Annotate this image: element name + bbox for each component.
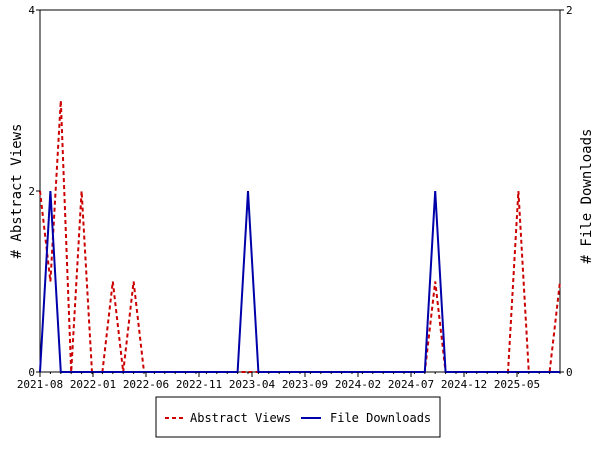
y-right-tick-label: 2 bbox=[566, 4, 573, 17]
y-left-tick-label: 0 bbox=[28, 366, 35, 379]
legend-label-abstract-views: Abstract Views bbox=[190, 411, 291, 425]
x-tick-label: 2025-05 bbox=[494, 378, 540, 391]
x-tick-label: 2021-08 bbox=[17, 378, 63, 391]
ticks-layer: 2021-08 2022-01 2022-06 2022-11 2023-04 2023-… bbox=[17, 4, 573, 391]
y-right-tick-label: 0 bbox=[566, 366, 573, 379]
x-tick-label: 2023-04 bbox=[229, 378, 276, 391]
series-layer bbox=[39, 100, 561, 373]
y-left-tick-label: 4 bbox=[28, 4, 35, 17]
x-tick-label: 2024-07 bbox=[388, 378, 434, 391]
y-right-axis-title: # File Downloads bbox=[579, 129, 595, 264]
axes-layer bbox=[39, 9, 561, 373]
x-tick-label: 2022-11 bbox=[176, 378, 222, 391]
legend: Abstract Views File Downloads bbox=[155, 396, 441, 438]
legend-box bbox=[155, 396, 441, 438]
x-tick-label: 2024-02 bbox=[335, 378, 381, 391]
series-line-file-downloads bbox=[39, 190, 560, 373]
y-left-axis-title: # Abstract Views bbox=[9, 124, 25, 259]
x-tick-label: 2022-01 bbox=[70, 378, 116, 391]
series-line-abstract-views bbox=[39, 100, 561, 373]
legend-label-file-downloads: File Downloads bbox=[330, 411, 431, 425]
x-tick-label: 2022-06 bbox=[123, 378, 169, 391]
y-left-tick-label: 2 bbox=[28, 185, 35, 198]
plot-frame bbox=[39, 9, 561, 373]
x-tick-label: 2024-12 bbox=[441, 378, 487, 391]
x-tick-label: 2023-09 bbox=[282, 378, 328, 391]
